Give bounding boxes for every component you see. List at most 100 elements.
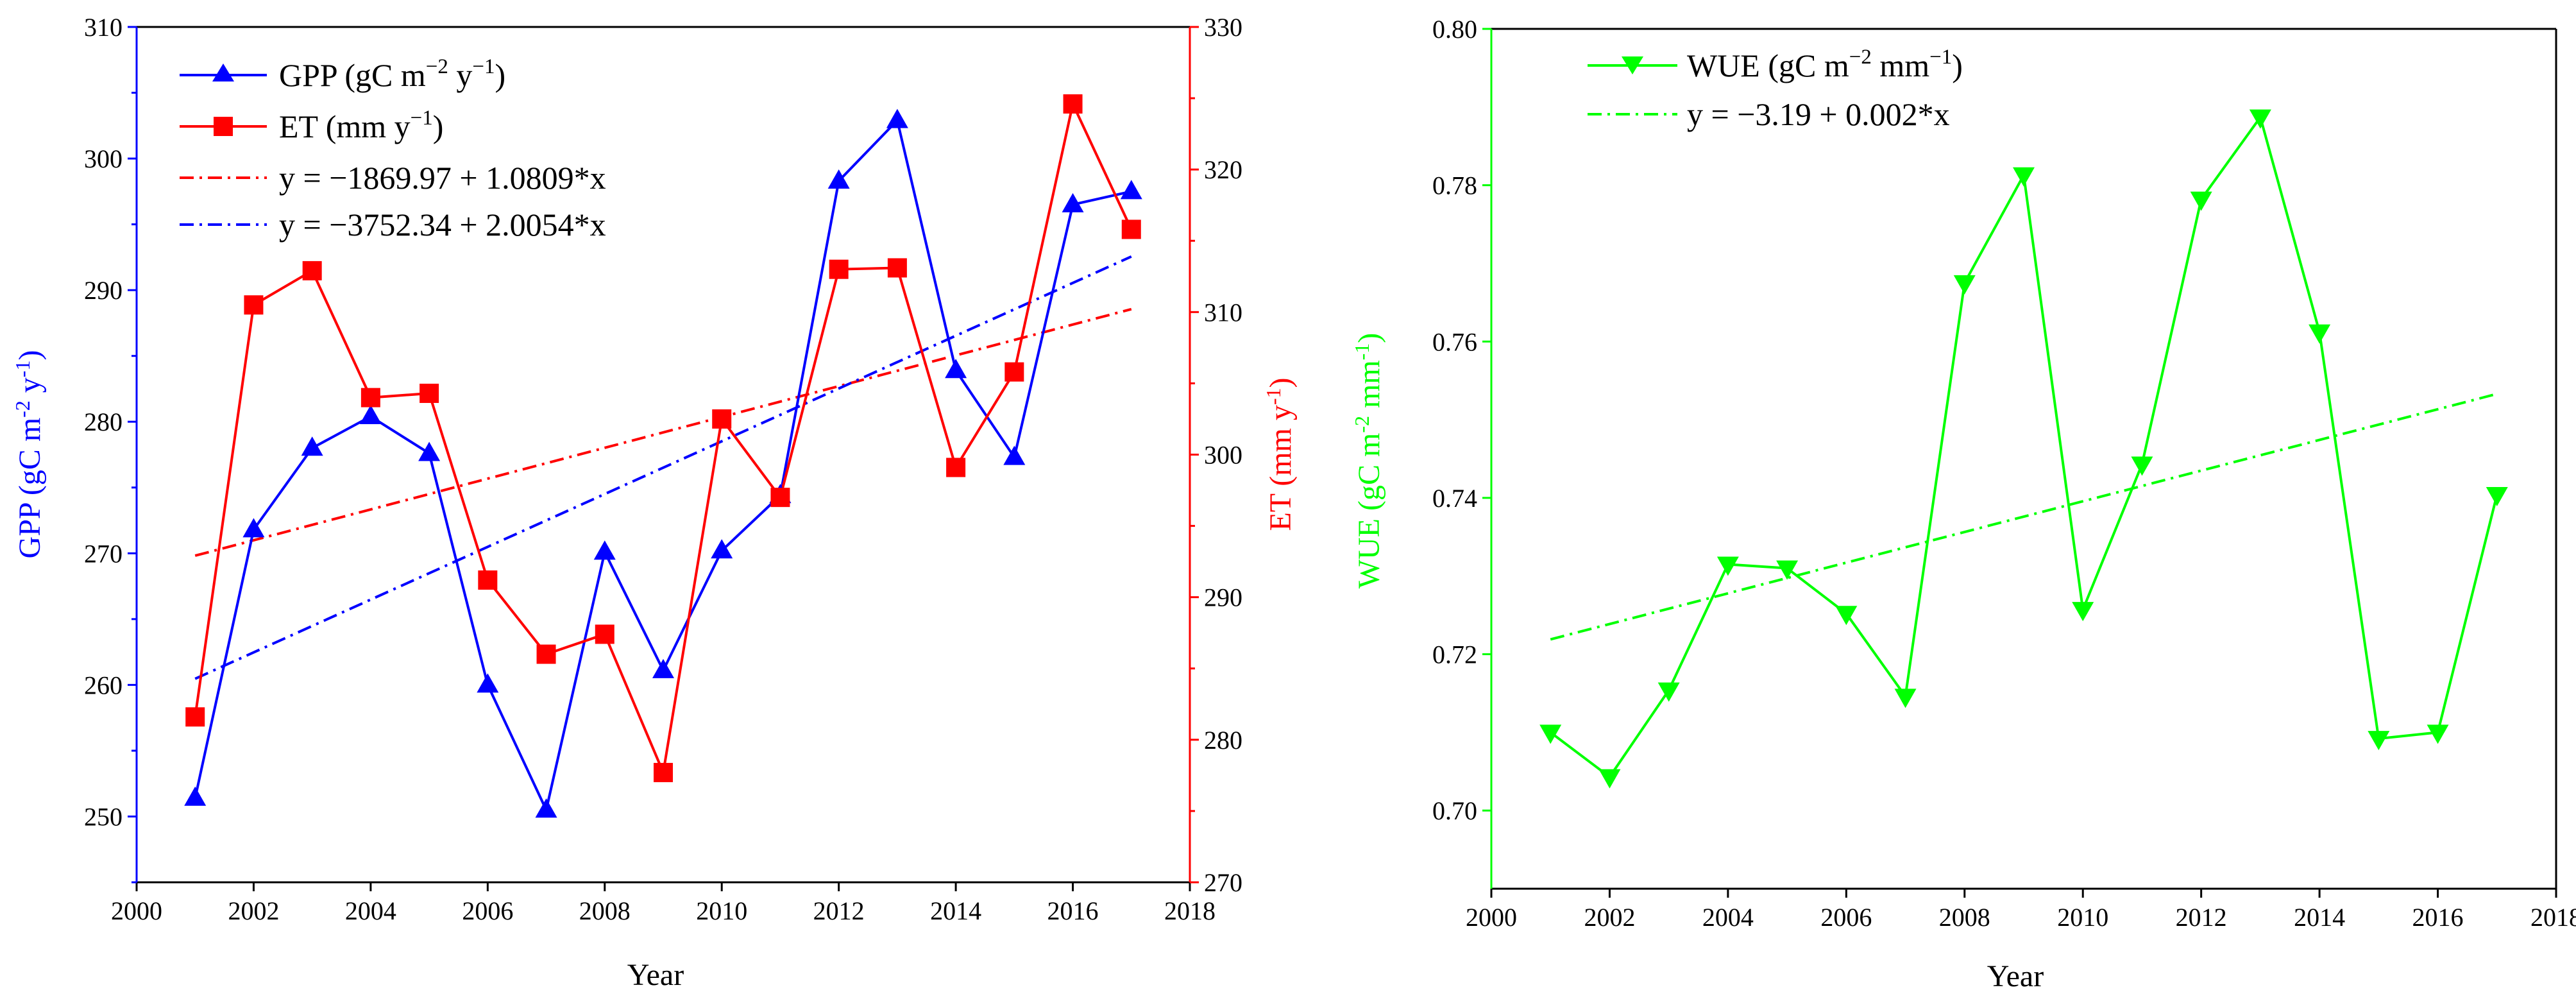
x-tick-label: 2002 — [1584, 903, 1635, 932]
data-point — [2309, 324, 2331, 344]
x-axis-title: Year — [627, 958, 684, 992]
data-point — [185, 707, 205, 727]
x-tick-label: 2006 — [1820, 903, 1872, 932]
x-tick-label: 2002 — [228, 896, 279, 925]
data-point — [946, 458, 966, 477]
wue-tick-label: 0.78 — [1432, 171, 1477, 200]
data-point — [595, 624, 614, 644]
legend-item-gpp: GPP (gC m−2 y−1) — [180, 55, 505, 93]
square-icon — [214, 117, 233, 136]
et-tick-label: 270 — [1204, 868, 1242, 897]
data-point — [2072, 602, 2094, 622]
gpp-tick-label: 310 — [84, 13, 123, 42]
x-tick-label: 2000 — [111, 896, 162, 925]
x-tick-label: 2012 — [813, 896, 865, 925]
data-point — [654, 762, 673, 782]
legend: WUE (gC m−2 mm−1) y = −3.19 + 0.002*x — [1588, 46, 1963, 132]
legend-item-et: ET (mm y−1) — [180, 107, 443, 144]
data-point — [477, 673, 499, 693]
data-point — [711, 539, 733, 559]
wue-tick-label: 0.70 — [1432, 796, 1477, 825]
data-point — [1835, 606, 1858, 626]
data-point — [242, 518, 265, 538]
legend-label-gpp: GPP (gC m−2 y−1) — [279, 55, 505, 93]
data-point — [1539, 724, 1562, 744]
trendlines — [194, 255, 1132, 680]
data-point — [535, 798, 557, 818]
et-tick-label: 310 — [1204, 298, 1242, 327]
wue-axis-title: WUE (gC m-2 mm-1) — [1350, 333, 1386, 589]
trendlines — [1550, 392, 2498, 641]
data-point — [945, 359, 967, 379]
data-point — [1598, 769, 1621, 789]
data-point — [770, 488, 790, 508]
trendline — [1550, 392, 2498, 641]
series-markers — [1539, 109, 2508, 789]
et-tick-label: 290 — [1204, 583, 1242, 612]
wue-chart: 2000 2002 2004 2006 2008 2010 2012 2014 2016 2018… — [1350, 15, 2576, 993]
gpp-axis-title: GPP (gC m-2 y-1) — [11, 350, 47, 559]
data-point — [886, 108, 908, 128]
x-tick-label: 2014 — [930, 896, 981, 925]
data-point — [418, 441, 441, 461]
trendline — [194, 255, 1132, 680]
data-point — [2368, 731, 2390, 751]
data-point — [887, 258, 907, 278]
x-tick-label: 2004 — [345, 896, 396, 925]
data-point — [1716, 556, 1739, 576]
data-point — [2249, 109, 2271, 129]
x-tick-label: 2004 — [1702, 903, 1754, 932]
legend-item-et-fit: y = −1869.97 + 1.0809*x — [180, 160, 606, 196]
data-point — [2190, 191, 2212, 211]
x-tick-label: 2018 — [1164, 896, 1216, 925]
gpp-tick-label: 270 — [84, 539, 123, 568]
data-point — [1004, 362, 1024, 382]
wue-tick-label: 0.76 — [1432, 327, 1477, 356]
x-tick-label: 2008 — [579, 896, 631, 925]
data-point — [827, 169, 850, 189]
legend-label-gpp-fit: y = −3752.34 + 2.0054*x — [279, 207, 606, 243]
x-tick-label: 2006 — [462, 896, 513, 925]
legend-label-et-fit: y = −1869.97 + 1.0809*x — [279, 160, 606, 196]
wue-tick-label: 0.72 — [1432, 640, 1477, 669]
data-point — [1062, 193, 1084, 212]
x-tick-label: 2018 — [2530, 903, 2576, 932]
data-point — [360, 388, 380, 407]
series-line — [1550, 114, 2498, 779]
et-ticks: 270 280 290 300 310 320 330 — [1190, 13, 1242, 897]
data-point — [2486, 487, 2508, 507]
data-point — [829, 259, 849, 279]
x-tick-label: 2008 — [1939, 903, 1990, 932]
data-point — [184, 786, 207, 806]
x-tick-label: 2012 — [2176, 903, 2227, 932]
data-point — [419, 383, 439, 403]
gpp-tick-label: 290 — [84, 276, 123, 305]
x-ticks: 2000 2002 2004 2006 2008 2010 2012 2014 2016 2018 — [1466, 889, 2576, 932]
legend-label-et: ET (mm y−1) — [279, 107, 443, 144]
data-point — [1953, 275, 1976, 295]
x-tick-label: 2010 — [2057, 903, 2108, 932]
x-tick-label: 2000 — [1466, 903, 1517, 932]
data-point — [1003, 445, 1026, 465]
data-point — [244, 295, 264, 315]
et-tick-label: 330 — [1204, 13, 1242, 42]
gpp-tick-label: 260 — [84, 671, 123, 699]
gpp-tick-label: 250 — [84, 802, 123, 831]
gpp-ticks: 250 260 270 280 290 300 310 — [84, 13, 137, 884]
legend: GPP (gC m−2 y−1) ET (mm y−1) y = −1869.9… — [180, 55, 606, 243]
data-point — [593, 540, 616, 560]
data-point — [1121, 219, 1141, 239]
data-point — [1657, 682, 1680, 702]
data-point — [1894, 689, 1917, 708]
gpp-tick-label: 300 — [84, 144, 123, 173]
legend-item-wue: WUE (gC m−2 mm−1) — [1588, 46, 1963, 83]
gpp-tick-label: 280 — [84, 407, 123, 436]
trendline — [194, 307, 1132, 557]
et-tick-label: 300 — [1204, 441, 1242, 470]
data-point — [536, 644, 556, 664]
series-markers — [184, 94, 1142, 818]
data-point — [359, 405, 382, 425]
data-point — [1776, 560, 1799, 580]
et-tick-label: 280 — [1204, 726, 1242, 755]
data-point — [302, 261, 322, 280]
